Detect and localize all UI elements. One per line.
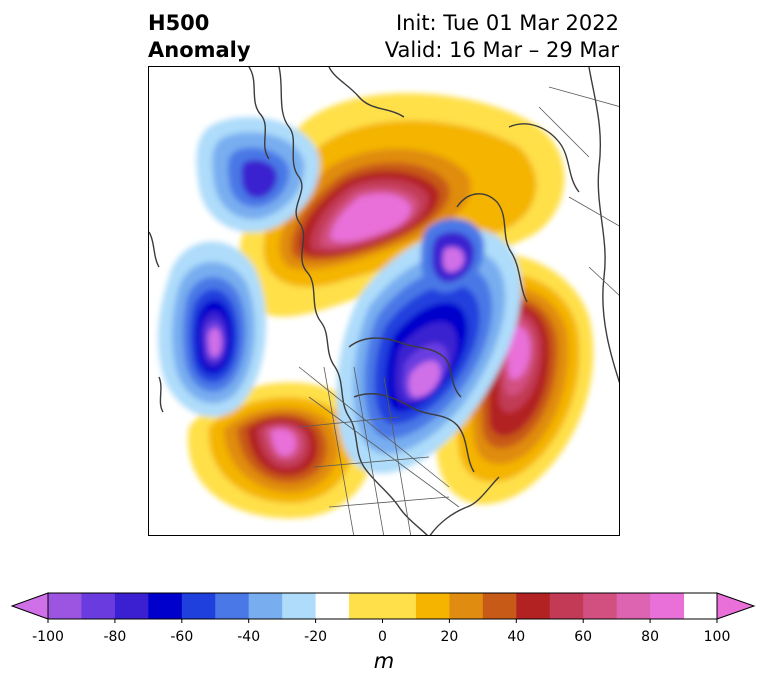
colorbar-cell [349,593,417,619]
colorbar-tick-label: -100 [32,629,64,645]
colorbar-tick-label: -60 [170,629,194,645]
colorbar-tick-marks [47,619,718,623]
colorbar-cell [650,593,685,619]
anomaly-field [149,67,619,535]
colorbar [10,592,756,623]
colorbar-cell [516,593,551,619]
colorbar-cell [114,593,149,619]
variable-label: H500 [148,11,210,35]
colorbar-cell [616,593,651,619]
colorbar-tick-label: 20 [440,629,459,645]
colorbar-cell [315,593,350,619]
colorbar-cell [482,593,517,619]
colorbar-tick-label: 40 [507,629,526,645]
colorbar-cell [148,593,183,619]
colorbar-tick-label: 80 [641,629,659,645]
colorbar-tick-label: 60 [574,629,593,645]
colorbar-cell [248,593,283,619]
colorbar-cell [181,593,216,619]
colorbar-tick-label: -20 [304,629,328,645]
colorbar-under-triangle [10,592,49,620]
colorbar-cell [282,593,317,619]
colorbar-tick-label: -80 [103,629,127,645]
colorbar-cell [583,593,618,619]
political-borders [298,86,619,535]
map-dates: Init: Tue 01 Mar 2022 Valid: 16 Mar – 29… [385,10,619,64]
colorbar-tick-label: 100 [703,629,731,645]
map-title: H500 Anomaly [148,10,251,64]
colorbar-cell [215,593,250,619]
colorbar-over-triangle [716,592,756,620]
init-date: Init: Tue 01 Mar 2022 [395,11,619,35]
colorbar-cell [449,593,484,619]
anomaly-map [148,66,620,536]
colorbar-cell [48,593,82,619]
colorbar-cells [48,593,685,619]
coastlines [149,67,619,535]
valid-range: Valid: 16 Mar – 29 Mar [384,38,619,62]
colorbar-cell [549,593,584,619]
anomaly-label: Anomaly [148,38,251,62]
anomaly-shading [158,93,594,519]
colorbar-tick-label: 0 [378,629,387,645]
colorbar-cell [415,593,450,619]
colorbar-unit: m [373,649,395,673]
colorbar-cell [81,593,116,619]
colorbar-tick-label: -40 [237,629,261,645]
